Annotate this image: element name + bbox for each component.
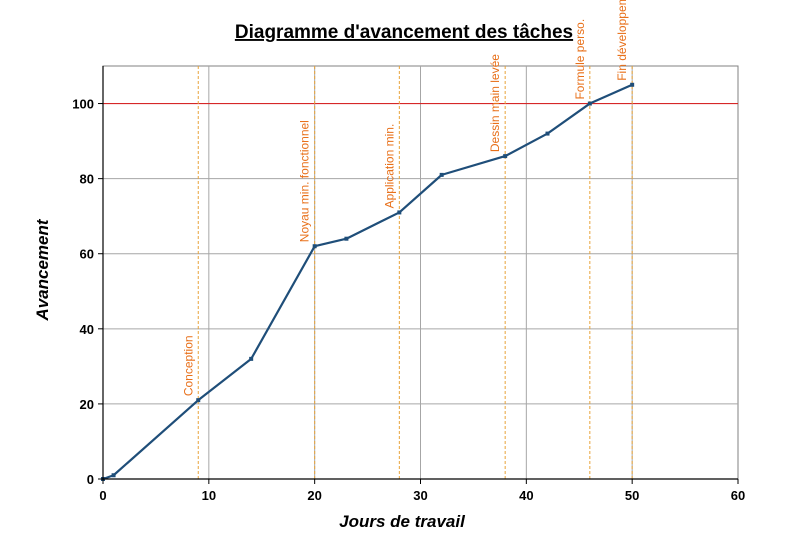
milestones: Conception Noyau min. fonctionnel Applicat… bbox=[181, 0, 633, 479]
milestone-label: Formule perso. bbox=[573, 19, 587, 100]
series-line bbox=[102, 83, 633, 481]
axes bbox=[98, 66, 739, 484]
data-point bbox=[545, 131, 550, 136]
x-axis-label: Jours de travail bbox=[339, 512, 466, 531]
x-tick-label: 30 bbox=[413, 488, 427, 503]
x-tick-label: 60 bbox=[731, 488, 745, 503]
x-tick-label: 40 bbox=[519, 488, 533, 503]
milestone-label: Fin développement bbox=[615, 0, 629, 81]
data-point bbox=[344, 236, 349, 241]
tick-labels: 0 10 20 30 40 50 60 0 20 40 60 80 100 bbox=[72, 97, 745, 503]
chart-title: Diagramme d'avancement des tâches bbox=[235, 22, 573, 43]
milestone-label: Conception bbox=[181, 335, 195, 396]
data-point bbox=[503, 154, 508, 159]
x-tick-label: 50 bbox=[625, 488, 639, 503]
x-tick-label: 20 bbox=[307, 488, 321, 503]
x-tick-label: 10 bbox=[202, 488, 216, 503]
y-tick-label: 60 bbox=[80, 247, 94, 262]
y-tick-label: 80 bbox=[80, 172, 94, 187]
data-point bbox=[630, 82, 635, 87]
data-point bbox=[439, 172, 444, 177]
y-tick-label: 0 bbox=[87, 472, 94, 487]
y-tick-label: 20 bbox=[80, 397, 94, 412]
x-tick-label: 0 bbox=[99, 488, 106, 503]
data-point bbox=[312, 244, 317, 249]
data-point bbox=[397, 210, 402, 215]
data-point bbox=[249, 356, 254, 361]
y-tick-label: 40 bbox=[80, 322, 94, 337]
milestone-label: Noyau min. fonctionnel bbox=[298, 120, 312, 242]
data-point bbox=[111, 473, 116, 478]
milestone-label: Dessin main levée bbox=[488, 54, 502, 152]
y-axis-label: Avancement bbox=[33, 218, 52, 321]
milestone-label: Application min. bbox=[382, 124, 396, 209]
y-tick-label: 100 bbox=[72, 97, 94, 112]
data-point bbox=[587, 101, 592, 106]
data-point bbox=[196, 398, 201, 403]
